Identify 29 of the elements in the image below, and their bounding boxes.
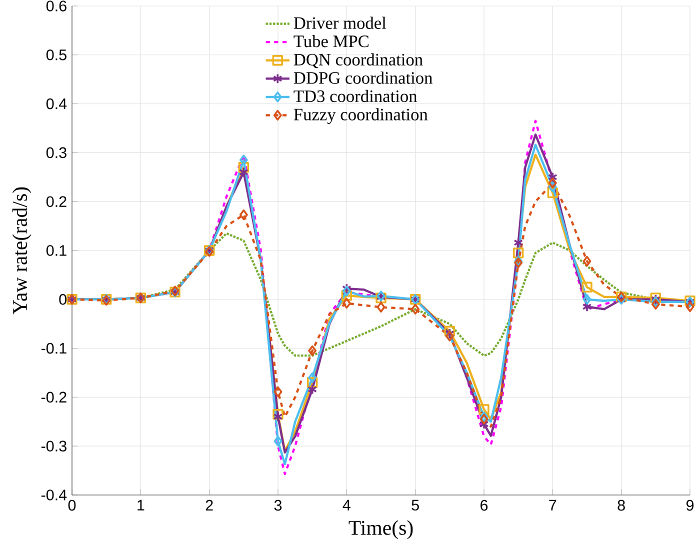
y-tick-label: 0.2 [46, 196, 66, 207]
y-tick-label: -0.1 [41, 342, 66, 354]
y-tick-label: 0.1 [46, 245, 66, 256]
x-tick-label: 7 [549, 500, 556, 510]
x-axis-title: Time(s) [348, 520, 413, 540]
x-tick-label: 9 [686, 500, 694, 511]
y-tick-label: 0.4 [46, 98, 67, 110]
y-tick-label: 0.5 [46, 49, 66, 60]
x-tick-label: 2 [206, 500, 213, 511]
y-tick-label: -0.3 [41, 440, 66, 452]
legend-label: Tube MPC [294, 35, 368, 48]
legend-label: Driver model [294, 16, 386, 29]
x-tick-label: 1 [138, 500, 144, 510]
x-tick-label: 5 [412, 500, 419, 511]
y-axis-title: Yaw rate(rad/s) [12, 187, 32, 314]
legend-label: DQN coordination [294, 53, 423, 68]
x-tick-label: 8 [618, 500, 625, 511]
legend-label: DDPG coordination [294, 72, 432, 84]
y-tick-label: -0.4 [41, 490, 67, 500]
y-tick-label: 0 [59, 294, 66, 305]
y-tick-label: 0.6 [46, 0, 66, 12]
x-tick-label: 4 [342, 500, 350, 510]
y-tick-label: -0.2 [41, 392, 66, 403]
legend-label: TD3 coordination [294, 90, 418, 102]
legend-label: Fuzzy coordination [294, 108, 428, 124]
x-tick-label: 6 [480, 500, 488, 511]
x-tick-label: 3 [274, 500, 282, 511]
y-tick-label: 0.3 [46, 147, 66, 158]
x-tick-label: 0 [68, 500, 76, 511]
